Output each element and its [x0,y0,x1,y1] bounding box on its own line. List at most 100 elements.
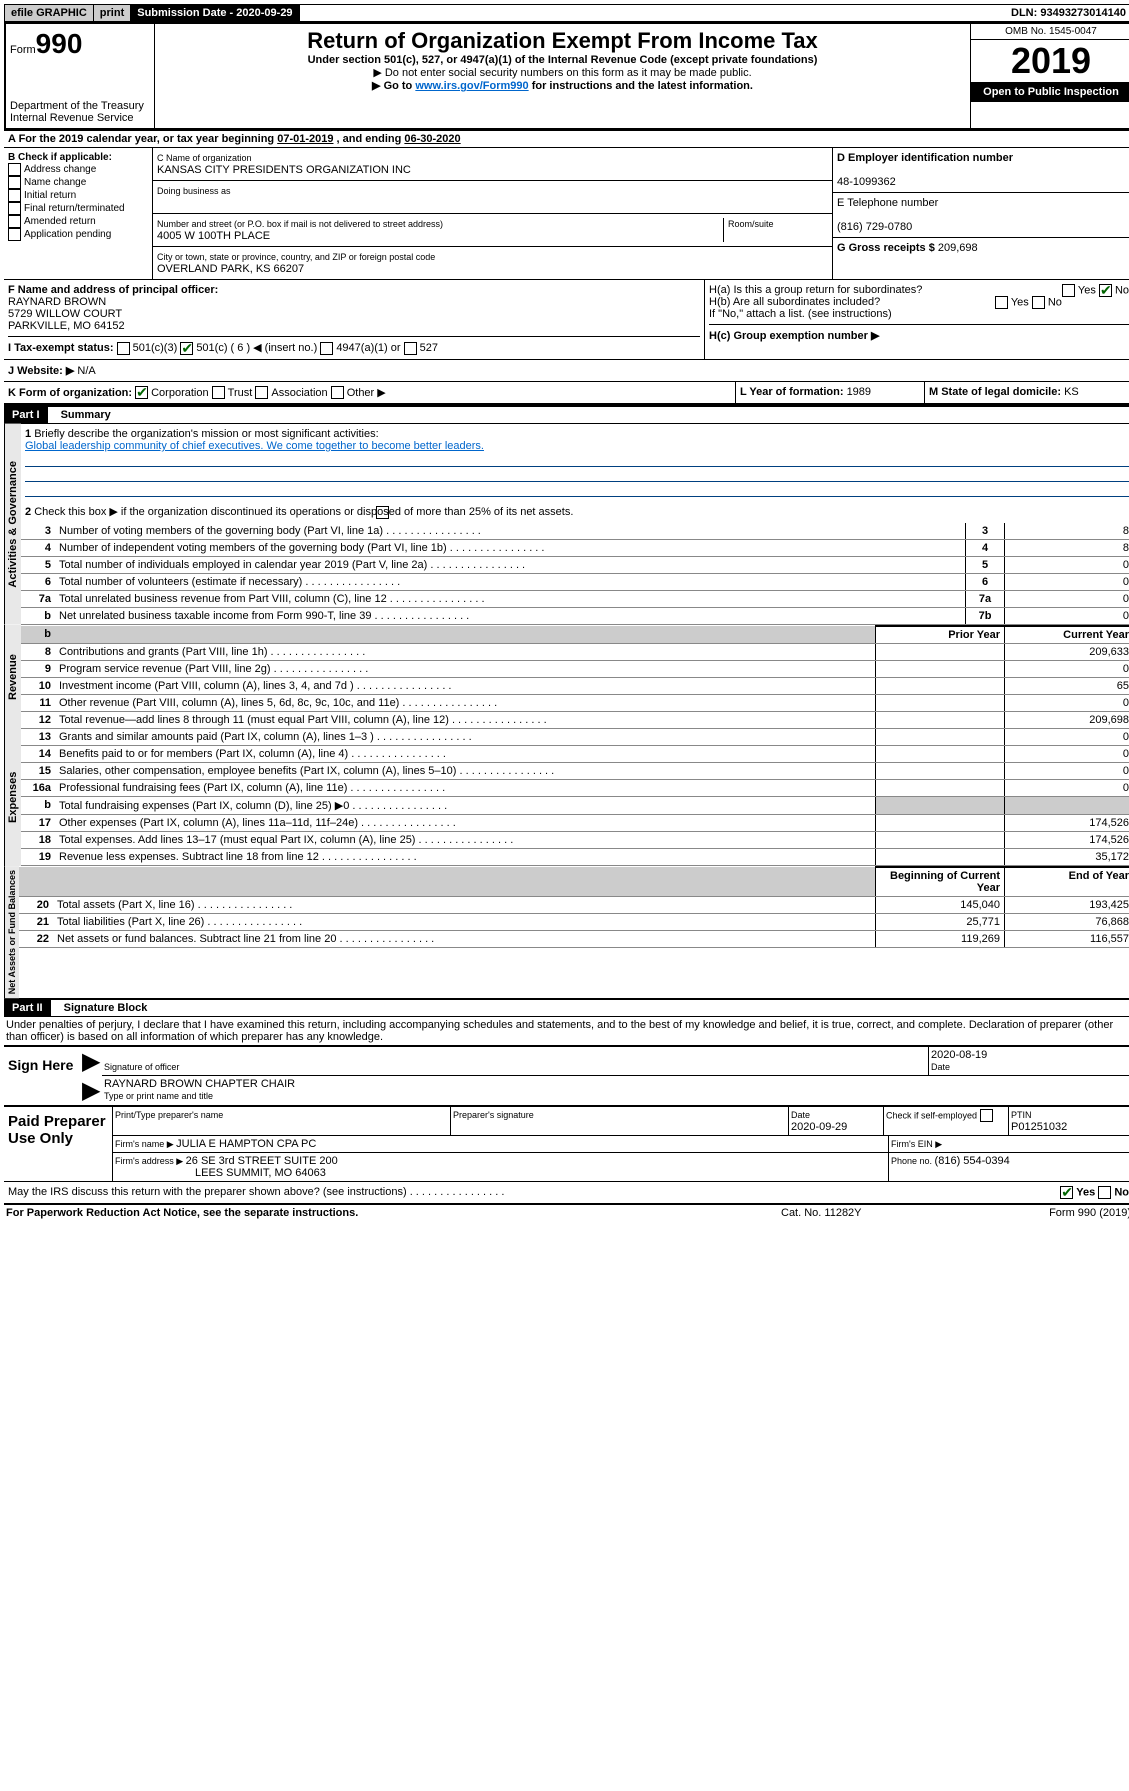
chk-initial-return[interactable] [8,189,21,202]
rev-table: bPrior YearCurrent Year 8Contributions a… [21,625,1129,729]
open-public: Open to Public Inspection [971,82,1129,102]
print-button[interactable]: print [94,5,131,21]
table-row: 7aTotal unrelated business revenue from … [21,590,1129,607]
paid-preparer-block: Paid Preparer Use Only Print/Type prepar… [4,1105,1129,1181]
website-row: J Website: ▶ N/A [4,359,1129,381]
table-row: 17Other expenses (Part IX, column (A), l… [21,814,1129,831]
table-row: 9Program service revenue (Part VIII, lin… [21,660,1129,677]
chk-4947[interactable] [320,342,333,355]
table-row: 20Total assets (Part X, line 16)145,0401… [19,896,1129,913]
chk-final-return[interactable] [8,202,21,215]
q1: Briefly describe the organization's miss… [34,428,378,440]
form-title: Return of Organization Exempt From Incom… [159,28,966,54]
vlab-net: Net Assets or Fund Balances [4,866,19,998]
hc-label: H(c) Group exemption number ▶ [709,330,879,342]
chk-amended[interactable] [8,215,21,228]
chk-501c[interactable] [180,342,193,355]
table-row: 18Total expenses. Add lines 13–17 (must … [21,831,1129,848]
exp-table: 13Grants and similar amounts paid (Part … [21,729,1129,866]
chk-hb-yes[interactable] [995,296,1008,309]
dln: DLN: 93493273014140 [1005,5,1129,21]
table-row: 5Total number of individuals employed in… [21,556,1129,573]
sign-here-label: Sign Here [4,1047,82,1105]
chk-corp[interactable] [135,386,148,399]
chk-self-employed[interactable] [980,1109,993,1122]
chk-hb-no[interactable] [1032,296,1045,309]
perjury: Under penalties of perjury, I declare th… [4,1016,1129,1045]
ha-label: H(a) Is this a group return for subordin… [709,284,922,296]
part1-title: Summary [51,409,111,421]
table-row: bTotal fundraising expenses (Part IX, co… [21,796,1129,814]
vlab-ag: Activities & Governance [4,424,21,625]
tax-year: 2019 [971,40,1129,82]
chk-trust[interactable] [212,386,225,399]
chk-other[interactable] [331,386,344,399]
dba-cell: Doing business as [153,181,832,214]
efile-label: efile GRAPHIC [11,7,87,19]
print-label: print [100,7,124,19]
vlab-exp: Expenses [4,729,21,866]
table-row: 14Benefits paid to or for members (Part … [21,745,1129,762]
subtitle2: ▶ Do not enter social security numbers o… [159,66,966,79]
footer: For Paperwork Reduction Act Notice, see … [4,1205,1129,1221]
hb-label: H(b) Are all subordinates included? [709,296,880,308]
section-bcdeg: B Check if applicable: Address change Na… [4,147,1129,279]
street-cell: Number and street (or P.O. box if mail i… [153,214,832,247]
chk-app-pending[interactable] [8,228,21,241]
subtitle1: Under section 501(c), 527, or 4947(a)(1)… [159,54,966,66]
officer-label: F Name and address of principal officer: [8,284,218,296]
table-row: 13Grants and similar amounts paid (Part … [21,729,1129,746]
dept2: Internal Revenue Service [10,112,150,124]
mission-text[interactable]: Global leadership community of chief exe… [25,440,484,452]
part2-title: Signature Block [54,1002,148,1014]
part2: Part II Signature Block [4,1000,1129,1016]
chk-ha-yes[interactable] [1062,284,1075,297]
gross-receipts: G Gross receipts $ 209,698 [833,238,1129,258]
omb-number: OMB No. 1545-0047 [971,24,1129,40]
chk-assoc[interactable] [255,386,268,399]
officer-street: 5729 WILLOW COURT [8,308,122,320]
table-row: 10Investment income (Part VIII, column (… [21,677,1129,694]
chk-discontinued[interactable] [376,506,389,519]
chk-discuss-yes[interactable] [1060,1186,1073,1199]
table-row: 4Number of independent voting members of… [21,539,1129,556]
ein-cell: D Employer identification number48-10993… [833,148,1129,193]
submission-date: Submission Date - 2020-09-29 [131,5,299,21]
hb-note: If "No," attach a list. (see instruction… [709,308,1129,320]
chk-address-change[interactable] [8,163,21,176]
dept1: Department of the Treasury [10,100,150,112]
form-prefix: Form [10,44,36,56]
form-header: Form990 Department of the Treasury Inter… [4,22,1129,130]
part1-hdr: Part I [4,407,48,423]
city-cell: City or town, state or province, country… [153,247,832,279]
table-row: 11Other revenue (Part VIII, column (A), … [21,694,1129,711]
part1: Part I Summary [4,405,1129,423]
discuss-row: May the IRS discuss this return with the… [4,1181,1129,1205]
chk-501c3[interactable] [117,342,130,355]
officer-name: RAYNARD BROWN [8,296,106,308]
table-row: 8Contributions and grants (Part VIII, li… [21,643,1129,660]
efile-button[interactable]: efile GRAPHIC [5,5,94,21]
net-table: Beginning of Current YearEnd of Year 20T… [19,866,1129,948]
chk-ha-no[interactable] [1099,284,1112,297]
topbar: efile GRAPHIC print Submission Date - 20… [4,4,1129,22]
officer-city: PARKVILLE, MO 64152 [8,320,125,332]
officer-name-title: RAYNARD BROWN CHAPTER CHAIR [104,1078,295,1090]
table-row: 19Revenue less expenses. Subtract line 1… [21,848,1129,865]
table-row: 12Total revenue—add lines 8 through 11 (… [21,711,1129,728]
ag-table: 3Number of voting members of the governi… [21,523,1129,625]
table-row: 6Total number of volunteers (estimate if… [21,573,1129,590]
chk-527[interactable] [404,342,417,355]
org-name: KANSAS CITY PRESIDENTS ORGANIZATION INC [157,164,411,176]
row-a-period: A For the 2019 calendar year, or tax yea… [4,130,1129,147]
part2-hdr: Part II [4,1000,51,1016]
org-name-cell: C Name of organization KANSAS CITY PRESI… [153,148,832,181]
table-row: bNet unrelated business taxable income f… [21,607,1129,624]
table-row: 3Number of voting members of the governi… [21,523,1129,540]
q2: Check this box ▶ if the organization dis… [34,506,573,518]
phone-cell: E Telephone number(816) 729-0780 [833,193,1129,238]
chk-name-change[interactable] [8,176,21,189]
instructions-link[interactable]: www.irs.gov/Form990 [415,80,528,92]
chk-discuss-no[interactable] [1098,1186,1111,1199]
paid-label: Paid Preparer Use Only [4,1107,112,1181]
